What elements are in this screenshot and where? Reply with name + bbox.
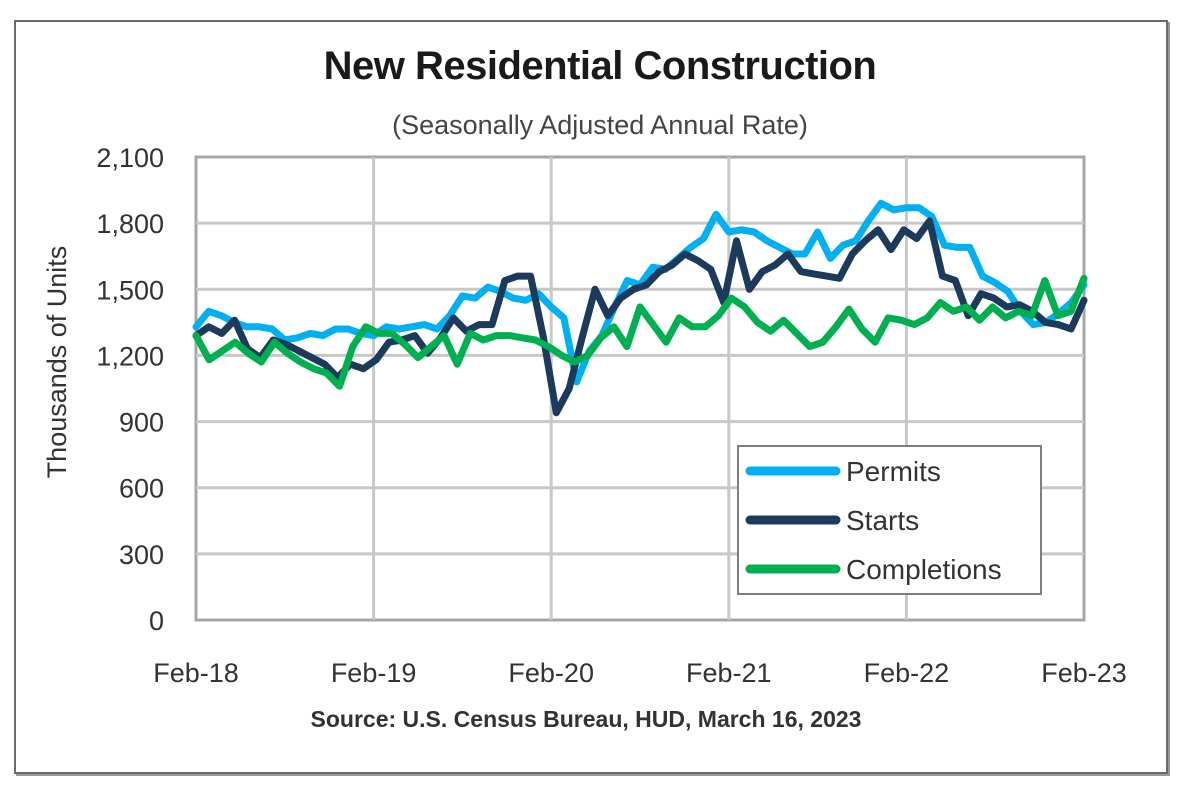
- chart-title: New Residential Construction: [323, 44, 877, 88]
- legend-label-permits: Permits: [846, 456, 941, 487]
- x-tick-label: Feb-23: [1041, 658, 1127, 688]
- chart-frame: [14, 20, 1168, 774]
- x-tick-label: Feb-20: [508, 658, 594, 688]
- y-axis-ticks: 0 300 600 900 1,200 1,500 1,800 2,100: [96, 143, 164, 636]
- y-tick-label: 300: [119, 540, 164, 570]
- x-tick-label: Feb-18: [153, 658, 239, 688]
- series-lines: [192, 199, 1088, 417]
- y-tick-label: 1,200: [96, 341, 164, 371]
- legend-label-completions: Completions: [846, 554, 1002, 585]
- x-axis-ticks: Feb-18 Feb-19 Feb-20 Feb-21 Feb-22 Feb-23: [153, 658, 1127, 688]
- chart-subtitle: (Seasonally Adjusted Annual Rate): [392, 110, 808, 140]
- y-tick-label: 0: [149, 606, 164, 636]
- y-tick-label: 1,500: [96, 275, 164, 305]
- x-tick-label: Feb-19: [331, 658, 417, 688]
- plot-area: [194, 155, 1086, 622]
- y-tick-label: 1,800: [96, 209, 164, 239]
- y-tick-label: 900: [119, 408, 164, 438]
- y-tick-label: 2,100: [96, 143, 164, 173]
- x-tick-label: Feb-21: [686, 658, 772, 688]
- series-line-completions: [192, 274, 1088, 390]
- chart-source: Source: U.S. Census Bureau, HUD, March 1…: [310, 706, 862, 732]
- x-tick-label: Feb-22: [864, 658, 950, 688]
- legend: Permits Starts Completions: [737, 445, 1042, 595]
- legend-label-starts: Starts: [846, 505, 919, 536]
- y-axis-label: Thousands of Units: [42, 246, 72, 479]
- y-tick-label: 600: [119, 474, 164, 504]
